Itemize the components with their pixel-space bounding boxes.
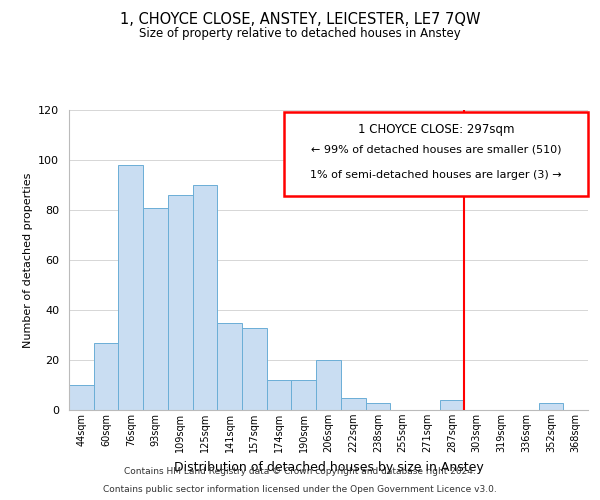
- X-axis label: Distribution of detached houses by size in Anstey: Distribution of detached houses by size …: [173, 460, 484, 473]
- Text: 1 CHOYCE CLOSE: 297sqm: 1 CHOYCE CLOSE: 297sqm: [358, 124, 514, 136]
- FancyBboxPatch shape: [284, 112, 588, 196]
- Bar: [69, 385, 94, 410]
- Bar: [267, 380, 292, 410]
- Bar: [292, 380, 316, 410]
- Bar: [539, 402, 563, 410]
- Bar: [193, 185, 217, 410]
- Bar: [168, 195, 193, 410]
- Bar: [365, 402, 390, 410]
- Text: Size of property relative to detached houses in Anstey: Size of property relative to detached ho…: [139, 28, 461, 40]
- Text: 1, CHOYCE CLOSE, ANSTEY, LEICESTER, LE7 7QW: 1, CHOYCE CLOSE, ANSTEY, LEICESTER, LE7 …: [120, 12, 480, 28]
- Text: 1% of semi-detached houses are larger (3) →: 1% of semi-detached houses are larger (3…: [310, 170, 562, 180]
- Bar: [143, 208, 168, 410]
- Bar: [316, 360, 341, 410]
- Text: Contains public sector information licensed under the Open Government Licence v3: Contains public sector information licen…: [103, 485, 497, 494]
- Bar: [440, 400, 464, 410]
- Bar: [242, 328, 267, 410]
- Text: Contains HM Land Registry data © Crown copyright and database right 2024.: Contains HM Land Registry data © Crown c…: [124, 467, 476, 476]
- Bar: [94, 342, 118, 410]
- Bar: [341, 398, 365, 410]
- Text: ← 99% of detached houses are smaller (510): ← 99% of detached houses are smaller (51…: [311, 144, 562, 154]
- Bar: [217, 322, 242, 410]
- Bar: [118, 165, 143, 410]
- Y-axis label: Number of detached properties: Number of detached properties: [23, 172, 32, 348]
